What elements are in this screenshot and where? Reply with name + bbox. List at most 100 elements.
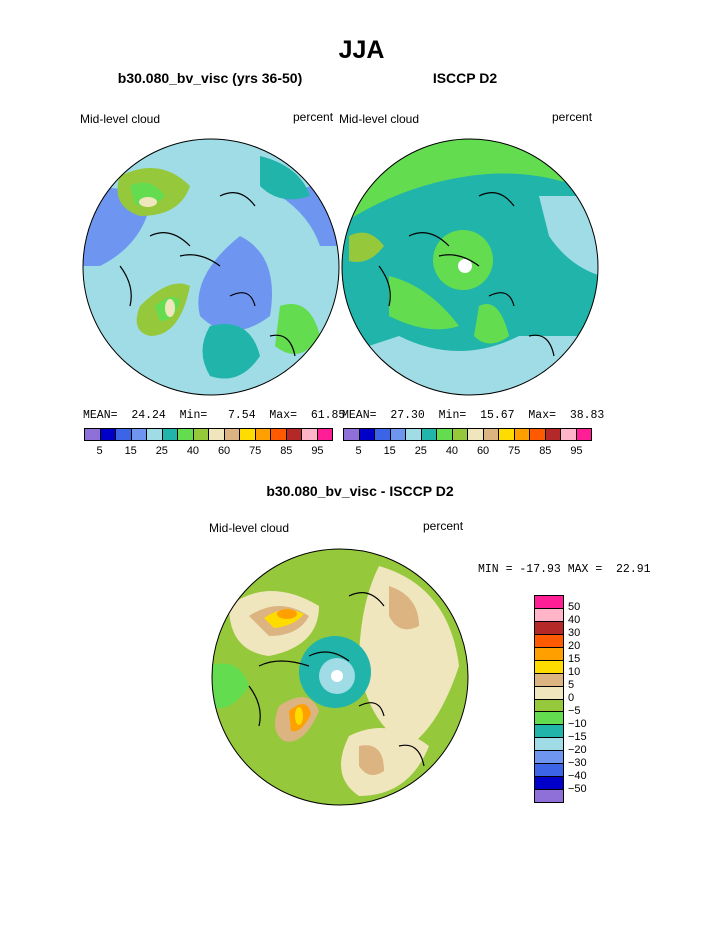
diff-colorbar-label: 10 xyxy=(568,666,581,678)
panel-1-max-value: 61.85 xyxy=(310,409,346,422)
panel-2-title: ISCCP D2 xyxy=(432,70,498,86)
diff-minmax: MIN = -17.93 MAX = 22.91 xyxy=(478,563,651,576)
colorbar-2-swatch xyxy=(545,429,561,440)
colorbar-1-swatch xyxy=(116,429,132,440)
colorbar-2-swatch xyxy=(359,429,375,440)
diff-colorbar-swatch xyxy=(535,634,563,648)
panel-2-mean-value: 27.30 xyxy=(390,409,425,422)
colorbar-2-swatch xyxy=(344,429,360,440)
panel-2-max-value: 38.83 xyxy=(569,409,605,422)
colorbar-2-swatch xyxy=(468,429,484,440)
diff-units-label: percent xyxy=(423,519,464,533)
colorbar-1-swatch xyxy=(193,429,209,440)
panel-2-stats: MEAN= 27.30 Min= 15.67 Max= 38.83 xyxy=(342,409,604,422)
diff-colorbar-swatch xyxy=(535,660,563,674)
colorbar-2-tick-label: 40 xyxy=(445,445,459,457)
panel-1-stats: MEAN= 24.24 Min= 7.54 Max= 61.85 xyxy=(83,409,345,422)
panel-2-units-label: percent xyxy=(552,110,593,124)
diff-colorbar-swatch xyxy=(535,608,563,622)
colorbar-1-tick-label: 60 xyxy=(217,445,231,457)
colorbar-2-tick-label: 85 xyxy=(539,445,552,457)
panel-2-max-label: Max= xyxy=(528,409,557,422)
panel-1-min-label: Min= xyxy=(179,409,208,422)
map-model-polar xyxy=(82,138,340,396)
diff-colorbar-swatch xyxy=(535,777,563,791)
panel-2-min-label: Min= xyxy=(438,409,467,422)
diff-colorbar-swatch xyxy=(535,764,563,778)
colorbar-2-ticks: 5 15 25 40 60 75 85 95 xyxy=(343,445,592,459)
colorbar-2-tick-label: 60 xyxy=(476,445,490,457)
map-isccp-polar xyxy=(341,138,599,396)
colorbar-2-tick-label: 75 xyxy=(508,445,521,457)
panel-1-variable-label: Mid-level cloud xyxy=(80,112,161,126)
panel-1-mean-value: 24.24 xyxy=(131,409,166,422)
diff-colorbar-swatch xyxy=(535,790,563,802)
panel-1-units-label: percent xyxy=(293,110,334,124)
colorbar-1-swatch xyxy=(240,429,256,440)
colorbar-1-tick-label: 5 xyxy=(96,445,103,457)
colorbar-1-swatch xyxy=(224,429,240,440)
colorbar-1-tick-label: 15 xyxy=(124,445,137,457)
colorbar-1-swatch xyxy=(209,429,225,440)
diff-colorbar-label: −20 xyxy=(568,744,587,756)
diff-colorbar-swatch xyxy=(535,686,563,700)
diff-colorbar-label: 20 xyxy=(568,640,581,652)
diff-colorbar-label: 0 xyxy=(568,692,575,704)
colorbar-1 xyxy=(84,428,333,441)
diff-colorbar-label: −5 xyxy=(568,705,581,717)
panel-2-mean-label: MEAN= xyxy=(342,409,377,422)
diff-colorbar-label: −50 xyxy=(568,783,587,795)
colorbar-2-swatch xyxy=(499,429,515,440)
panel-1-max-label: Max= xyxy=(269,409,298,422)
diff-colorbar-labels: 50 40 30 20 15 10 5 0 −5 −10 −15 −20 −30 −40 −50 xyxy=(568,595,608,803)
figure-title: JJA xyxy=(338,36,385,64)
diff-colorbar-swatch xyxy=(535,699,563,713)
colorbar-1-tick-label: 85 xyxy=(280,445,293,457)
colorbar-1-swatch xyxy=(147,429,163,440)
colorbar-2-swatch xyxy=(514,429,530,440)
diff-colorbar-label: 40 xyxy=(568,614,581,626)
colorbar-2-tick-label: 5 xyxy=(355,445,362,457)
colorbar-2-tick-label: 25 xyxy=(414,445,427,457)
colorbar-2-swatch xyxy=(452,429,468,440)
colorbar-1-swatch xyxy=(317,429,332,440)
diff-colorbar-swatch xyxy=(535,725,563,739)
panel-2-variable-label: Mid-level cloud xyxy=(339,112,420,126)
colorbar-1-tick-label: 75 xyxy=(249,445,262,457)
colorbar-1-swatch xyxy=(271,429,287,440)
diff-panel-title: b30.080_bv_visc - ISCCP D2 xyxy=(266,483,454,499)
colorbar-1-swatch xyxy=(255,429,271,440)
colorbar-1-swatch xyxy=(100,429,116,440)
diff-colorbar-label: −40 xyxy=(568,770,587,782)
colorbar-2 xyxy=(343,428,592,441)
colorbar-1-swatch xyxy=(162,429,178,440)
diff-colorbar-label: −15 xyxy=(568,731,587,743)
colorbar-2-swatch xyxy=(576,429,591,440)
diff-colorbar-label: −30 xyxy=(568,757,587,769)
diff-colorbar-label: −10 xyxy=(568,718,587,730)
colorbar-2-swatch xyxy=(530,429,546,440)
diff-colorbar xyxy=(534,595,564,803)
colorbar-1-swatch xyxy=(302,429,318,440)
colorbar-2-swatch xyxy=(421,429,437,440)
colorbar-2-tick-label: 95 xyxy=(570,445,583,457)
diff-variable-label: Mid-level cloud xyxy=(209,521,290,535)
panel-2-min-value: 15.67 xyxy=(480,409,515,422)
colorbar-2-tick-label: 15 xyxy=(383,445,396,457)
diff-colorbar-swatch xyxy=(535,621,563,635)
colorbar-2-swatch xyxy=(561,429,577,440)
colorbar-1-tick-label: 25 xyxy=(155,445,168,457)
panel-1-min-value: 7.54 xyxy=(227,409,256,422)
diff-colorbar-swatch xyxy=(535,596,563,609)
diff-colorbar-swatch xyxy=(535,647,563,661)
colorbar-1-swatch xyxy=(85,429,101,440)
diff-colorbar-swatch xyxy=(535,751,563,765)
colorbar-1-tick-label: 95 xyxy=(311,445,324,457)
colorbar-2-swatch xyxy=(390,429,406,440)
colorbar-1-ticks: 5 15 25 40 60 75 85 95 xyxy=(84,445,333,459)
colorbar-1-swatch xyxy=(178,429,194,440)
colorbar-1-swatch xyxy=(131,429,147,440)
diff-colorbar-label: 50 xyxy=(568,601,581,613)
panel-1-title: b30.080_bv_visc (yrs 36-50) xyxy=(117,70,303,86)
diff-colorbar-label: 5 xyxy=(568,679,575,691)
